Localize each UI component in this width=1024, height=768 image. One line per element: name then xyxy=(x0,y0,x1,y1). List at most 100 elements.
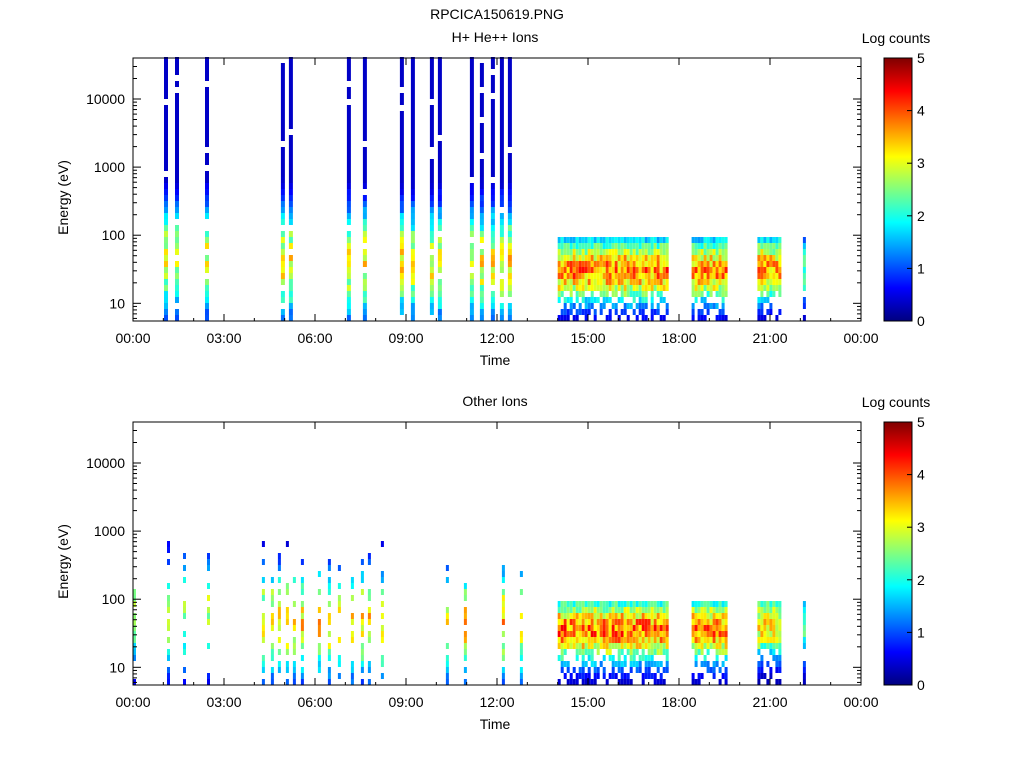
heatmap-cell xyxy=(164,165,168,171)
heatmap-cell xyxy=(327,649,331,655)
heatmap-cell xyxy=(507,237,512,243)
heatmap-cell xyxy=(665,601,669,607)
heatmap-cell xyxy=(519,667,523,673)
heatmap-cell xyxy=(715,619,719,625)
heatmap-cell xyxy=(437,69,442,75)
heatmap-cell xyxy=(581,237,585,243)
heatmap-cell xyxy=(499,219,504,225)
heatmap-cell xyxy=(584,643,588,649)
y-tick-label: 10 xyxy=(109,659,125,675)
heatmap-cell xyxy=(593,661,597,667)
heatmap-cell xyxy=(650,279,654,285)
heatmap-cell xyxy=(611,643,615,649)
heatmap-cell xyxy=(632,249,636,255)
heatmap-cell xyxy=(617,637,621,643)
heatmap-cell xyxy=(399,147,404,153)
heatmap-cell xyxy=(694,601,698,607)
heatmap-cell xyxy=(617,249,621,255)
heatmap-cell xyxy=(507,117,512,123)
heatmap-cell xyxy=(288,297,293,303)
heatmap-cell xyxy=(499,99,504,105)
heatmap-cell xyxy=(346,171,351,177)
heatmap-cell xyxy=(300,619,304,625)
heatmap-cell xyxy=(557,315,561,321)
heatmap-cell xyxy=(479,213,484,219)
heatmap-cell xyxy=(205,63,209,69)
heatmap-cell xyxy=(644,261,648,267)
heatmap-cell xyxy=(360,643,364,649)
heatmap-cell xyxy=(584,303,588,309)
heatmap-cell xyxy=(429,123,434,129)
heatmap-cell xyxy=(490,75,495,81)
heatmap-cell xyxy=(778,619,782,625)
heatmap-cell xyxy=(596,249,600,255)
heatmap-cell xyxy=(575,249,579,255)
heatmap-cell xyxy=(665,631,669,637)
heatmap-cell xyxy=(557,267,561,273)
heatmap-cell xyxy=(569,279,573,285)
heatmap-cell xyxy=(757,249,761,255)
heatmap-cell xyxy=(362,303,367,309)
heatmap-cell xyxy=(499,81,504,87)
heatmap-cell xyxy=(632,649,636,655)
heatmap-cell xyxy=(769,613,773,619)
heatmap-cell xyxy=(399,279,404,285)
heatmap-cell xyxy=(650,661,654,667)
heatmap-cell xyxy=(133,655,136,661)
heatmap-cell xyxy=(164,249,168,255)
heatmap-cell xyxy=(490,153,495,159)
heatmap-cell xyxy=(288,309,293,315)
heatmap-cell xyxy=(164,63,168,69)
heatmap-cell xyxy=(569,273,573,279)
heatmap-cell xyxy=(715,315,719,321)
heatmap-cell xyxy=(362,315,367,321)
heatmap-cell xyxy=(635,261,639,267)
heatmap-cell xyxy=(763,243,767,249)
heatmap-cell xyxy=(479,63,484,69)
heatmap-cell xyxy=(757,649,761,655)
heatmap-cell xyxy=(769,643,773,649)
heatmap-cell xyxy=(399,57,404,63)
heatmap-cell xyxy=(778,309,782,315)
heatmap-cell xyxy=(362,57,367,63)
heatmap-cell xyxy=(327,655,331,661)
heatmap-cell xyxy=(721,297,725,303)
heatmap-cell xyxy=(288,171,293,177)
heatmap-cell xyxy=(665,607,669,613)
heatmap-cell xyxy=(437,267,442,273)
heatmap-cell xyxy=(715,655,719,661)
heatmap-cell xyxy=(691,625,695,631)
heatmap-cell xyxy=(437,297,442,303)
heatmap-cell xyxy=(641,309,645,315)
heatmap-cell xyxy=(410,93,415,99)
heatmap-cell xyxy=(620,601,624,607)
heatmap-cell xyxy=(775,631,779,637)
heatmap-cell xyxy=(632,601,636,607)
heatmap-cell xyxy=(584,649,588,655)
heatmap-cell xyxy=(620,237,624,243)
heatmap-cell xyxy=(626,637,630,643)
heatmap-cell xyxy=(769,267,773,273)
heatmap-cell xyxy=(647,649,651,655)
heatmap-cell xyxy=(641,261,645,267)
heatmap-cell xyxy=(410,255,415,261)
heatmap-cell xyxy=(578,625,582,631)
heatmap-cell xyxy=(560,661,564,667)
y-tick-label: 1000 xyxy=(94,159,125,175)
heatmap-cell xyxy=(665,625,669,631)
heatmap-cell xyxy=(650,249,654,255)
heatmap-cell xyxy=(611,291,615,297)
heatmap-cell xyxy=(280,75,285,81)
heatmap-cell xyxy=(437,195,442,201)
heatmap-cell xyxy=(164,261,168,267)
heatmap-cell xyxy=(490,249,495,255)
x-tick-label: 03:00 xyxy=(206,330,241,346)
heatmap-cell xyxy=(563,625,567,631)
heatmap-cell xyxy=(346,255,351,261)
heatmap-cell xyxy=(778,243,782,249)
heatmap-cell xyxy=(602,297,606,303)
heatmap-cell xyxy=(775,273,779,279)
heatmap-cell xyxy=(133,589,136,595)
heatmap-cell xyxy=(429,93,434,99)
heatmap-cell xyxy=(802,661,806,667)
